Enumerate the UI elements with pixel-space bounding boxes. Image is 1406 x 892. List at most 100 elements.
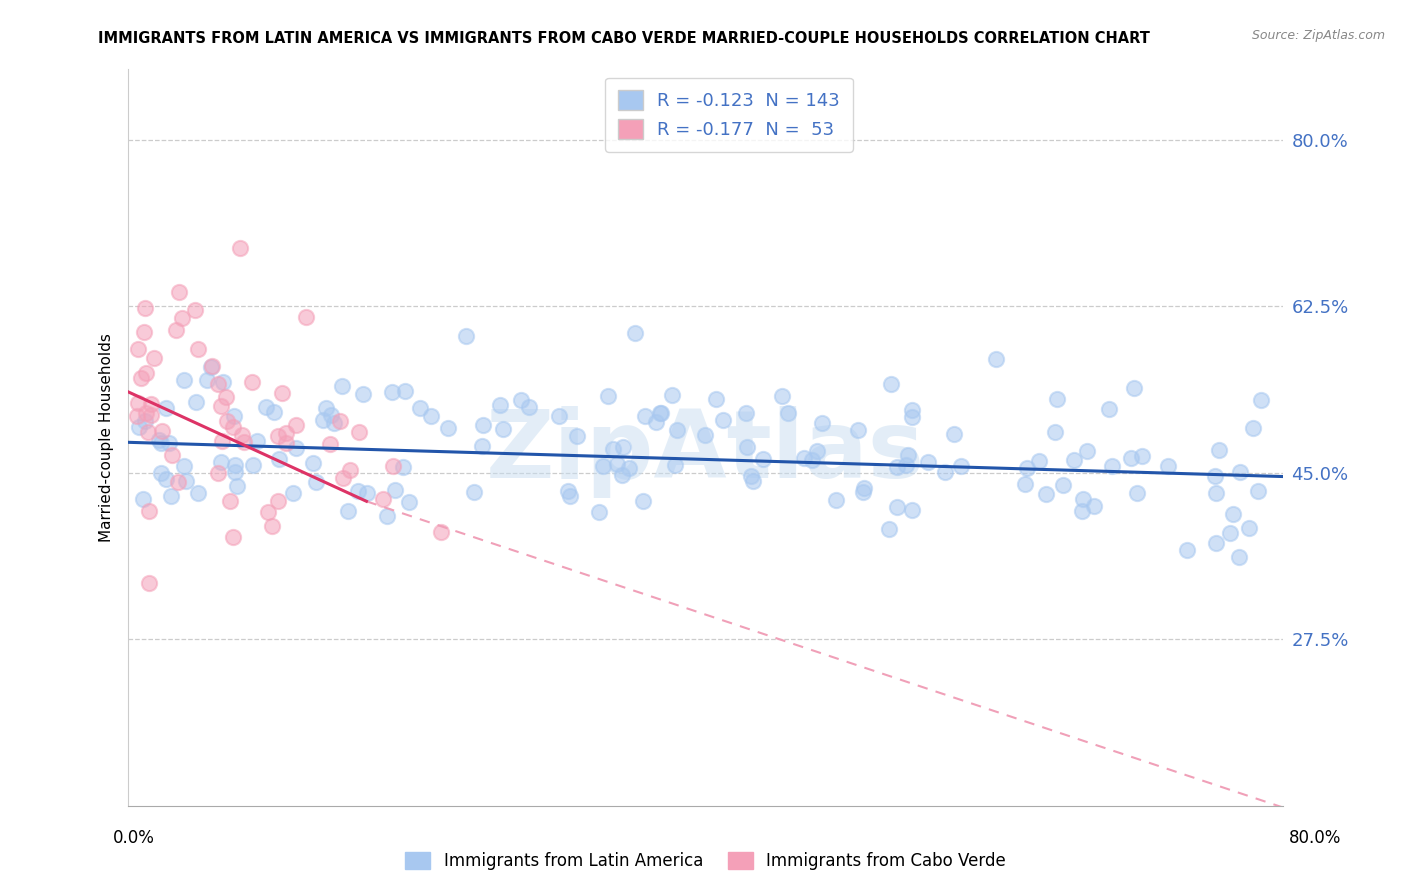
Point xyxy=(135,366,157,380)
Point xyxy=(267,494,290,508)
Point xyxy=(825,493,848,508)
Point xyxy=(454,329,477,343)
Point xyxy=(184,303,207,318)
Point xyxy=(381,385,404,400)
Point xyxy=(127,409,149,423)
Point xyxy=(209,400,232,414)
Point xyxy=(897,448,920,462)
Point xyxy=(605,457,627,471)
Point xyxy=(900,410,922,425)
Point xyxy=(347,483,370,498)
Point xyxy=(695,428,717,442)
Point xyxy=(347,425,370,439)
Point xyxy=(1239,521,1261,535)
Point xyxy=(650,406,672,420)
Point xyxy=(811,416,834,430)
Point xyxy=(132,325,155,339)
Point xyxy=(1098,402,1121,417)
Point xyxy=(896,458,918,472)
Point xyxy=(852,481,875,495)
Point xyxy=(139,408,162,422)
Text: IMMIGRANTS FROM LATIN AMERICA VS IMMIGRANTS FROM CABO VERDE MARRIED-COUPLE HOUSE: IMMIGRANTS FROM LATIN AMERICA VS IMMIGRA… xyxy=(98,31,1150,46)
Point xyxy=(409,401,432,415)
Point xyxy=(337,504,360,518)
Point xyxy=(187,486,209,500)
Point xyxy=(134,414,156,428)
Point xyxy=(129,371,152,385)
Point xyxy=(793,451,815,466)
Point xyxy=(134,301,156,316)
Text: ZipAtlas: ZipAtlas xyxy=(486,406,925,498)
Point xyxy=(330,379,353,393)
Point xyxy=(1241,421,1264,435)
Point xyxy=(315,401,337,415)
Point xyxy=(588,505,610,519)
Point xyxy=(271,385,294,400)
Point xyxy=(139,397,162,411)
Point xyxy=(1017,461,1039,475)
Point xyxy=(394,384,416,399)
Point xyxy=(1119,450,1142,465)
Point xyxy=(211,434,233,448)
Point xyxy=(283,485,305,500)
Point xyxy=(713,413,735,427)
Point xyxy=(173,459,195,474)
Point xyxy=(631,494,654,508)
Point xyxy=(471,439,494,453)
Point xyxy=(419,409,441,424)
Point xyxy=(1205,486,1227,500)
Point xyxy=(950,458,973,473)
Point xyxy=(740,469,762,483)
Point xyxy=(127,342,149,356)
Point xyxy=(610,467,633,482)
Point xyxy=(295,310,318,325)
Point xyxy=(150,424,173,438)
Point xyxy=(148,433,170,447)
Point xyxy=(224,458,246,473)
Point xyxy=(138,576,160,591)
Point xyxy=(266,429,288,443)
Point xyxy=(224,465,246,479)
Point xyxy=(1046,392,1069,406)
Point xyxy=(221,420,243,434)
Point xyxy=(901,502,924,516)
Point xyxy=(142,351,165,365)
Point xyxy=(195,374,218,388)
Point xyxy=(322,416,344,430)
Point xyxy=(489,399,512,413)
Point xyxy=(215,390,238,404)
Point xyxy=(664,458,686,472)
Legend: R = -0.123  N = 143, R = -0.177  N =  53: R = -0.123 N = 143, R = -0.177 N = 53 xyxy=(605,78,852,152)
Point xyxy=(1083,499,1105,513)
Text: 80.0%: 80.0% xyxy=(1288,829,1341,847)
Point xyxy=(276,425,298,440)
Point xyxy=(319,408,342,422)
Point xyxy=(1250,392,1272,407)
Point xyxy=(155,472,177,486)
Point xyxy=(398,495,420,509)
Point xyxy=(901,403,924,417)
Point xyxy=(174,474,197,488)
Point xyxy=(917,455,939,469)
Point xyxy=(1123,381,1146,395)
Point xyxy=(132,491,155,506)
Point xyxy=(319,437,342,451)
Point xyxy=(1014,477,1036,491)
Point xyxy=(1219,526,1241,541)
Point xyxy=(634,409,657,424)
Point xyxy=(436,421,458,435)
Point xyxy=(806,444,828,458)
Point xyxy=(517,400,540,414)
Point xyxy=(734,406,756,420)
Point xyxy=(173,373,195,387)
Point xyxy=(735,440,758,454)
Point xyxy=(187,342,209,356)
Point xyxy=(602,442,624,456)
Point xyxy=(880,377,903,392)
Point xyxy=(665,423,688,437)
Point xyxy=(155,401,177,416)
Point xyxy=(1205,536,1227,550)
Point xyxy=(1208,442,1230,457)
Point xyxy=(257,504,280,518)
Point xyxy=(263,404,285,418)
